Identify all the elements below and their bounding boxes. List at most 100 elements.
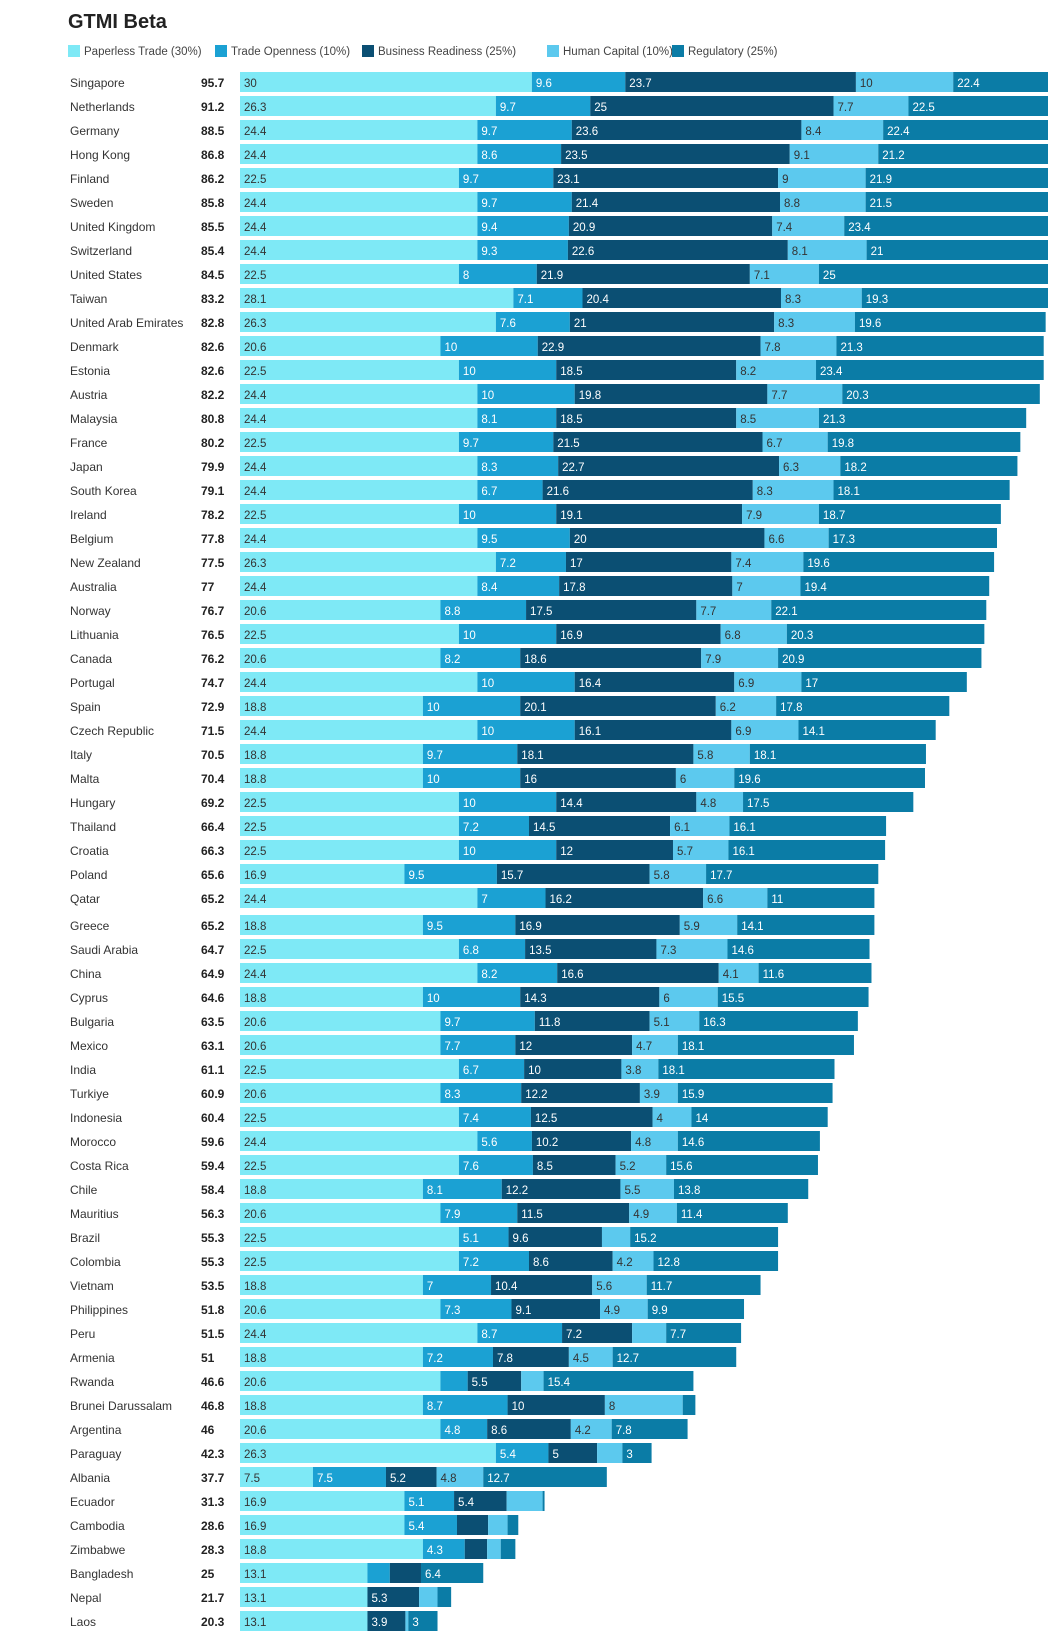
bar-segment-human-capital	[736, 360, 817, 380]
bar-segment-business-readiness	[574, 720, 732, 740]
segment-label-human-capital: 7.7	[700, 606, 716, 618]
bar-segment-human-capital	[604, 1395, 683, 1415]
segment-label-business-readiness: 18.5	[560, 414, 582, 426]
segment-label-business-readiness: 12	[519, 1041, 532, 1053]
bar-segment-regulatory	[827, 432, 1021, 452]
row-ireland: Ireland 78.2 22.5 10 19.1 7.9 18.7	[70, 504, 1001, 524]
country-label: Costa Rica	[70, 1159, 129, 1173]
country-label: Germany	[70, 124, 119, 138]
country-label: Morocco	[70, 1135, 116, 1149]
total-score: 76.7	[201, 604, 225, 618]
segment-label-paperless-trade: 24.4	[244, 150, 267, 162]
country-label: Armenia	[70, 1351, 115, 1365]
bar-segment-trade-openness	[422, 1179, 502, 1199]
segment-label-paperless-trade: 24.4	[244, 390, 267, 402]
segment-label-regulatory: 23.4	[848, 222, 871, 234]
country-label: Mexico	[70, 1039, 108, 1053]
country-label: Norway	[70, 604, 111, 618]
row-morocco: Morocco 59.6 24.4 5.6 10.2 4.8 14.6	[70, 1131, 820, 1151]
bar-segment-business-readiness	[567, 240, 788, 260]
country-label: Nepal	[70, 1591, 101, 1605]
bar-segment-trade-openness	[531, 72, 626, 92]
bar-segment-trade-openness	[477, 240, 568, 260]
bar-segment-human-capital	[570, 1419, 612, 1439]
total-score: 69.2	[201, 796, 225, 810]
segment-label-regulatory: 17	[805, 678, 818, 690]
bar-segment-trade-openness	[458, 1251, 529, 1271]
row-cyprus: Cyprus 64.6 18.8 10 14.3 6 15.5	[70, 987, 869, 1007]
total-score: 86.2	[201, 172, 225, 186]
total-score: 70.4	[201, 772, 225, 786]
segment-label-trade-openness: 7.3	[444, 1305, 460, 1317]
segment-label-paperless-trade: 22.5	[244, 1065, 266, 1077]
bar-segment-regulatory	[854, 312, 1046, 332]
bar-segment-trade-openness	[440, 648, 521, 668]
segment-label-paperless-trade: 20.6	[244, 1041, 266, 1053]
country-label: France	[70, 436, 108, 450]
segment-label-trade-openness: 9.7	[481, 198, 497, 210]
segment-label-human-capital: 4.8	[700, 798, 716, 810]
row-ecuador: Ecuador 31.3 16.9 5.1 5.4	[70, 1491, 545, 1511]
bar-segment-trade-openness	[458, 816, 529, 836]
bar-segment-trade-openness	[477, 216, 569, 236]
row-italy: Italy 70.5 18.8 9.7 18.1 5.8 18.1	[70, 744, 926, 764]
bar-segment-business-readiness	[520, 987, 660, 1007]
segment-label-business-readiness: 5.4	[458, 1497, 475, 1509]
bar-segment-business-readiness	[548, 1443, 598, 1463]
bar-segment-business-readiness	[556, 360, 737, 380]
segment-label-human-capital: 7.4	[735, 558, 752, 570]
segment-label-trade-openness: 7.4	[463, 1113, 480, 1125]
row-laos: Laos 20.3 13.1 3.9 3	[70, 1611, 438, 1631]
segment-label-human-capital: 6	[663, 993, 669, 1005]
segment-label-paperless-trade: 22.5	[244, 846, 266, 858]
segment-label-paperless-trade: 22.5	[244, 630, 266, 642]
segment-label-trade-openness: 10	[481, 678, 494, 690]
bar-segment-regulatory	[717, 987, 869, 1007]
total-score: 77.5	[201, 556, 225, 570]
bar-segment-trade-openness	[477, 480, 543, 500]
bar-segment-human-capital	[764, 528, 829, 548]
bar-segment-paperless-trade	[240, 120, 478, 140]
row-albania: Albania 37.7 7.5 7.5 5.2 4.8 12.7	[70, 1467, 607, 1487]
row-cambodia: Cambodia 28.6 16.9 5.4	[70, 1515, 519, 1535]
segment-label-paperless-trade: 24.4	[244, 222, 267, 234]
bar-segment-human-capital	[488, 1515, 508, 1535]
segment-label-human-capital: 5.8	[697, 750, 713, 762]
bar-segment-trade-openness	[495, 1443, 549, 1463]
bar-segment-business-readiness	[464, 1539, 488, 1559]
country-label: Philippines	[70, 1303, 128, 1317]
segment-label-business-readiness: 9.1	[515, 1305, 531, 1317]
segment-label-paperless-trade: 24.4	[244, 969, 267, 981]
bar-segment-trade-openness	[440, 1299, 512, 1319]
bar-segment-trade-openness	[404, 864, 497, 884]
total-score: 85.5	[201, 220, 225, 234]
country-label: Turkiye	[70, 1087, 109, 1101]
segment-label-business-readiness: 5.3	[371, 1593, 387, 1605]
row-spain: Spain 72.9 18.8 10 20.1 6.2 17.8	[70, 696, 950, 716]
row-czech-republic: Czech Republic 71.5 24.4 10 16.1 6.9 14.1	[70, 720, 936, 740]
segment-label-paperless-trade: 22.5	[244, 438, 266, 450]
row-malta: Malta 70.4 18.8 10 16 6 19.6	[70, 768, 925, 788]
bar-segment-trade-openness	[513, 288, 583, 308]
segment-label-trade-openness: 5.6	[481, 1137, 497, 1149]
total-score: 83.2	[201, 292, 225, 306]
bar-segment-paperless-trade	[240, 963, 478, 983]
segment-label-regulatory: 21.3	[823, 414, 845, 426]
bar-segment-trade-openness	[440, 1083, 522, 1103]
bar-segment-regulatory	[420, 1563, 484, 1583]
bar-segment-trade-openness	[440, 1371, 468, 1391]
segment-label-trade-openness: 5.4	[408, 1521, 425, 1533]
segment-label-business-readiness: 21.5	[557, 438, 579, 450]
segment-label-human-capital: 4.2	[575, 1425, 591, 1437]
bar-segment-regulatory	[776, 696, 950, 716]
bar-segment-human-capital	[696, 600, 772, 620]
bar-segment-regulatory	[818, 504, 1001, 524]
country-label: Indonesia	[70, 1111, 122, 1125]
segment-label-human-capital: 6.8	[725, 630, 741, 642]
segment-label-paperless-trade: 24.4	[244, 414, 267, 426]
row-switzerland: Switzerland 85.4 24.4 9.3 22.6 8.1 21	[70, 240, 1048, 260]
segment-label-business-readiness: 14.3	[524, 993, 546, 1005]
segment-label-paperless-trade: 18.8	[244, 750, 266, 762]
country-label: United Arab Emirates	[70, 316, 183, 330]
segment-label-business-readiness: 12	[560, 846, 573, 858]
